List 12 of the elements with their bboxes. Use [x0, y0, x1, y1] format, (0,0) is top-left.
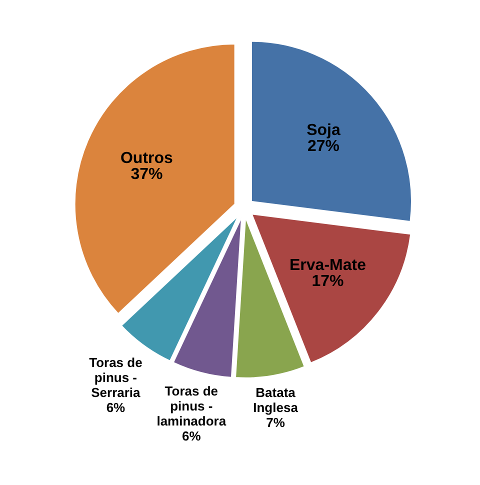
data-label: 37%: [130, 166, 163, 183]
data-label: 6%: [182, 428, 202, 444]
slice-label: Outros: [120, 150, 174, 167]
data-label: 17%: [312, 272, 344, 290]
data-label: 7%: [266, 415, 286, 430]
slice-label: Batata Inglesa: [253, 385, 299, 416]
data-label: 27%: [307, 138, 340, 155]
slice-label: Toras de pinus - laminadora: [156, 383, 227, 428]
slice-label: Toras de pinus - Serraria: [89, 355, 142, 400]
slice-label: Soja: [306, 122, 341, 139]
slice-label: Erva-Mate: [290, 256, 366, 274]
data-label: 6%: [106, 400, 126, 416]
